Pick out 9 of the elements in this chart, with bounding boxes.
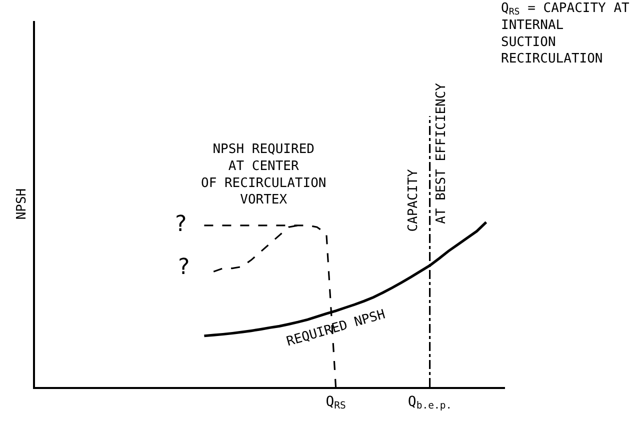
annotation: ? — [177, 255, 190, 280]
annotation: ? — [174, 212, 188, 237]
text: NPSH REQUIRED AT CENTER OF RECIRCULATION VORTEX — [201, 142, 326, 208]
annotation: AT BEST EFFICIENCY — [434, 82, 450, 224]
text: Q$_{RS}$ = CAPACITY AT INTERNAL SUCTION RECIRCULATION — [501, 1, 630, 67]
y-axis-title: NPSH — [14, 188, 30, 220]
annotation: CAPACITY — [406, 169, 421, 232]
x-tick-label: Q$_{b.e.p.}$ — [408, 394, 452, 412]
x-tick-label: Q$_{RS}$ — [326, 394, 346, 412]
